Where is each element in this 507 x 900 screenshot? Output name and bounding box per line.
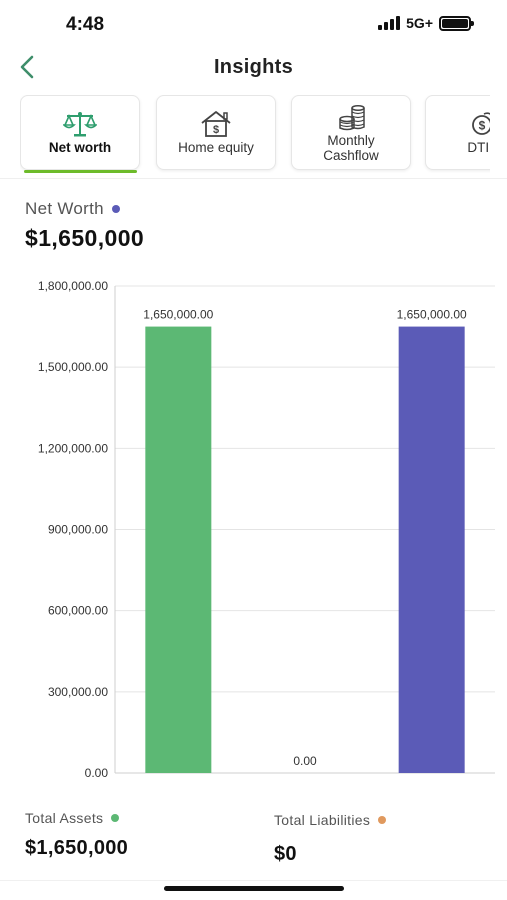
total-liabilities-value: $0 [274,843,297,865]
status-bar: 4:48 5G+ [0,0,507,48]
y-tick-label: 300,000.00 [48,685,108,699]
y-tick-label: 600,000.00 [48,604,108,618]
svg-text:$: $ [213,124,219,136]
net-worth-label: Net Worth [25,199,120,219]
bar-3 [398,326,465,773]
y-tick-label: 1,500,000.00 [38,360,108,374]
tab-label: DTI R [467,140,490,155]
house-dollar-icon: $ [201,111,231,137]
net-worth-label-text: Net Worth [25,199,104,218]
home-indicator[interactable] [164,886,344,891]
svg-text:$: $ [479,119,486,133]
tab-dti-ratio[interactable]: $ DTI R [425,95,490,170]
bar-1 [145,326,212,773]
y-tick-label: 1,200,000.00 [38,441,108,455]
total-liabilities-label: Total Liabilities [274,812,387,828]
status-indicators: 5G+ [378,15,474,31]
total-liabilities-label-text: Total Liabilities [274,812,371,828]
net-worth-bar-chart: 0.00 300,000.00 600,000.00 900,000.00 1,200,… [38,279,495,780]
tab-label: Home equity [178,140,254,155]
y-tick-label: 900,000.00 [48,523,108,537]
back-button[interactable] [12,52,42,82]
tab-home-equity[interactable]: $ Home equity [156,95,276,170]
dollar-coin-icon: $ [472,112,490,135]
signal-icon [378,16,401,30]
tab-label: Net worth [48,140,112,155]
tab-label: Monthly Cashflow [323,132,379,163]
tab-monthly-cashflow[interactable]: Monthly Cashflow [291,95,411,170]
network-label: 5G+ [406,15,433,31]
net-worth-value: $1,650,000 [25,225,145,251]
balance-scale-icon [63,112,97,137]
coin-stack-icon [339,104,365,130]
active-tab-indicator [24,170,137,173]
page-title: Insights [213,56,294,78]
net-worth-dot [111,205,120,213]
chevron-left-icon [20,55,34,79]
divider [0,178,507,179]
total-assets-label-text: Total Assets [25,810,104,826]
bar-data-label: 1,650,000.00 [143,308,213,322]
insight-tabs: Net worth $ Home equity Monthly Cash [20,95,490,173]
total-assets-label: Total Assets [25,810,120,826]
battery-icon [439,15,474,31]
status-time: 4:48 [66,14,105,35]
bar-data-label: 1,650,000.00 [397,308,467,322]
bar-data-label: 0.00 [293,754,317,768]
header: Insights [0,48,507,88]
tab-net-worth[interactable]: Net worth [20,95,140,173]
y-tick-label: 0.00 [85,766,109,780]
total-liabilities-dot [378,816,387,824]
total-assets-dot [111,814,120,822]
total-assets-value: $1,650,000 [25,837,129,859]
divider [0,880,507,881]
y-tick-label: 1,800,000.00 [38,279,108,293]
